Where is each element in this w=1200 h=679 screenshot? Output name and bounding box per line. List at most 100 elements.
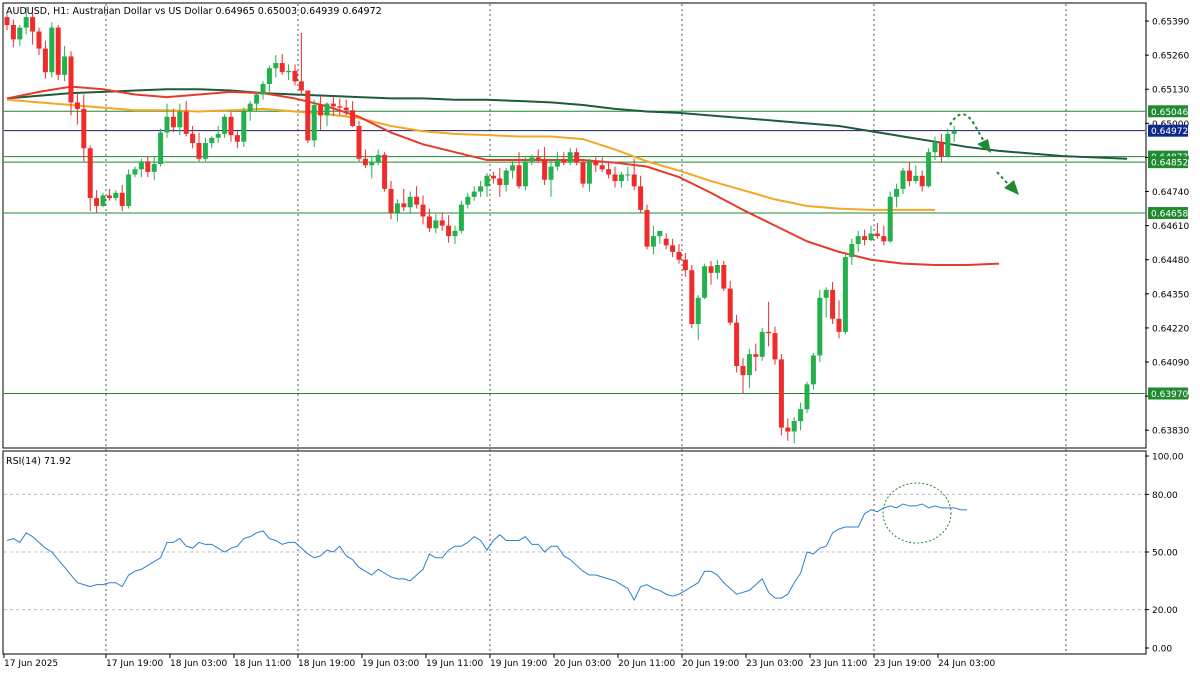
candle-body bbox=[740, 365, 746, 376]
candle-body bbox=[599, 165, 605, 170]
time-tick-label: 18 Jun 11:00 bbox=[234, 659, 291, 669]
price-level-label-bg bbox=[1148, 387, 1188, 400]
price-tick-label: 0.65260 bbox=[1152, 52, 1189, 62]
candle-body bbox=[644, 209, 650, 247]
candle-body bbox=[663, 238, 669, 246]
candle-body bbox=[606, 169, 612, 175]
candle-body bbox=[55, 27, 61, 75]
candle-body bbox=[759, 331, 765, 357]
candle-body bbox=[62, 56, 68, 75]
candle-body bbox=[772, 333, 778, 360]
candle-body bbox=[510, 165, 516, 171]
candle-body bbox=[625, 174, 631, 176]
candle-body bbox=[10, 24, 16, 40]
projection-arrow-1 bbox=[949, 113, 987, 146]
candle-body bbox=[394, 203, 400, 213]
price-tick-label: 0.65390 bbox=[1152, 18, 1189, 28]
projection-arrowhead-1 bbox=[977, 139, 991, 153]
candle-body bbox=[100, 195, 106, 206]
candle-body bbox=[798, 409, 804, 422]
time-tick-label: 19 Jun 03:00 bbox=[362, 659, 419, 669]
time-tick-label: 23 Jun 03:00 bbox=[746, 659, 803, 669]
candle-body bbox=[113, 192, 119, 199]
price-level-label: 0.64658 bbox=[1151, 210, 1188, 220]
candle-body bbox=[484, 175, 490, 187]
rsi-tick-label: 80.00 bbox=[1152, 491, 1178, 501]
candle-body bbox=[126, 174, 132, 206]
candle-body bbox=[554, 160, 560, 167]
candle-body bbox=[343, 107, 349, 111]
candle-body bbox=[298, 81, 304, 91]
candle-body bbox=[932, 141, 938, 153]
candle-body bbox=[766, 331, 772, 334]
rsi-tick-label: 50.00 bbox=[1152, 549, 1178, 559]
price-tick-label: 0.64480 bbox=[1152, 256, 1189, 266]
rsi-axis-labels: 100.00 80.00 50.00 20.00 0.00 bbox=[1145, 453, 1184, 655]
candle-body bbox=[868, 233, 874, 241]
candle-body bbox=[945, 133, 951, 157]
candle-body bbox=[87, 148, 93, 199]
candle-body bbox=[254, 94, 260, 104]
candle-body bbox=[420, 204, 426, 217]
candle-body bbox=[503, 170, 509, 185]
candle-body bbox=[874, 233, 880, 237]
candle-body bbox=[471, 191, 477, 197]
candle-body bbox=[388, 188, 394, 213]
candle-body bbox=[324, 103, 330, 116]
time-tick-label: 20 Jun 03:00 bbox=[554, 659, 611, 669]
symbol-info: AUDUSD, H1: Australian Dollar vs US Doll… bbox=[6, 6, 382, 17]
candle-body bbox=[266, 68, 272, 84]
candle-body bbox=[183, 111, 189, 134]
candle-body bbox=[586, 161, 592, 184]
candle-body bbox=[292, 70, 298, 82]
candle-body bbox=[938, 141, 944, 157]
candle-body bbox=[810, 355, 816, 385]
candle-body bbox=[279, 63, 285, 73]
rsi-line-group bbox=[6, 503, 968, 602]
candle-body bbox=[682, 259, 688, 271]
candle-body bbox=[318, 104, 324, 116]
current-price-label-bg bbox=[1148, 124, 1188, 137]
candle-body bbox=[887, 196, 893, 242]
candle-body bbox=[337, 106, 343, 108]
rsi-highlight-circle bbox=[882, 482, 952, 544]
candle-body bbox=[657, 230, 663, 237]
rsi-tick-label: 0.00 bbox=[1152, 645, 1172, 655]
time-tick-label: 20 Jun 11:00 bbox=[618, 659, 675, 669]
time-tick-label: 17 Jun 19:00 bbox=[106, 659, 163, 669]
price-level-label-bg bbox=[1148, 156, 1188, 169]
candle-body bbox=[119, 192, 125, 206]
price-tick-label: 0.65130 bbox=[1152, 86, 1189, 96]
candle-body bbox=[202, 143, 208, 159]
candle-body bbox=[516, 165, 522, 187]
candle-body bbox=[132, 169, 138, 175]
candle-body bbox=[36, 31, 42, 49]
candle-body bbox=[439, 220, 445, 226]
candle-body bbox=[900, 170, 906, 189]
rsi-tick-label: 20.00 bbox=[1152, 606, 1178, 616]
price-tick-label: 0.64220 bbox=[1152, 324, 1189, 334]
candle-body bbox=[650, 236, 656, 247]
price-tick-label: 0.64350 bbox=[1152, 290, 1189, 300]
horizontal-levels bbox=[4, 110, 1145, 394]
candle-body bbox=[170, 116, 176, 128]
time-tick-label: 23 Jun 11:00 bbox=[810, 659, 867, 669]
candle-body bbox=[4, 17, 10, 25]
candle-body bbox=[926, 152, 932, 187]
candle-body bbox=[401, 203, 407, 208]
candle-body bbox=[260, 83, 266, 95]
time-tick-label: 19 Jun 19:00 bbox=[490, 659, 547, 669]
candle-body bbox=[542, 160, 548, 180]
candle-body bbox=[702, 266, 708, 298]
candle-body bbox=[369, 162, 375, 166]
candle-body bbox=[478, 186, 484, 192]
candle-body bbox=[830, 289, 836, 319]
candle-body bbox=[23, 17, 29, 28]
candle-body bbox=[196, 143, 202, 159]
candle-body bbox=[561, 160, 567, 163]
rsi-tick-label: 100.00 bbox=[1152, 453, 1184, 463]
time-tick-label: 20 Jun 19:00 bbox=[682, 659, 739, 669]
candle-body bbox=[535, 157, 541, 161]
candle-body bbox=[817, 297, 823, 356]
candle-body bbox=[778, 359, 784, 428]
